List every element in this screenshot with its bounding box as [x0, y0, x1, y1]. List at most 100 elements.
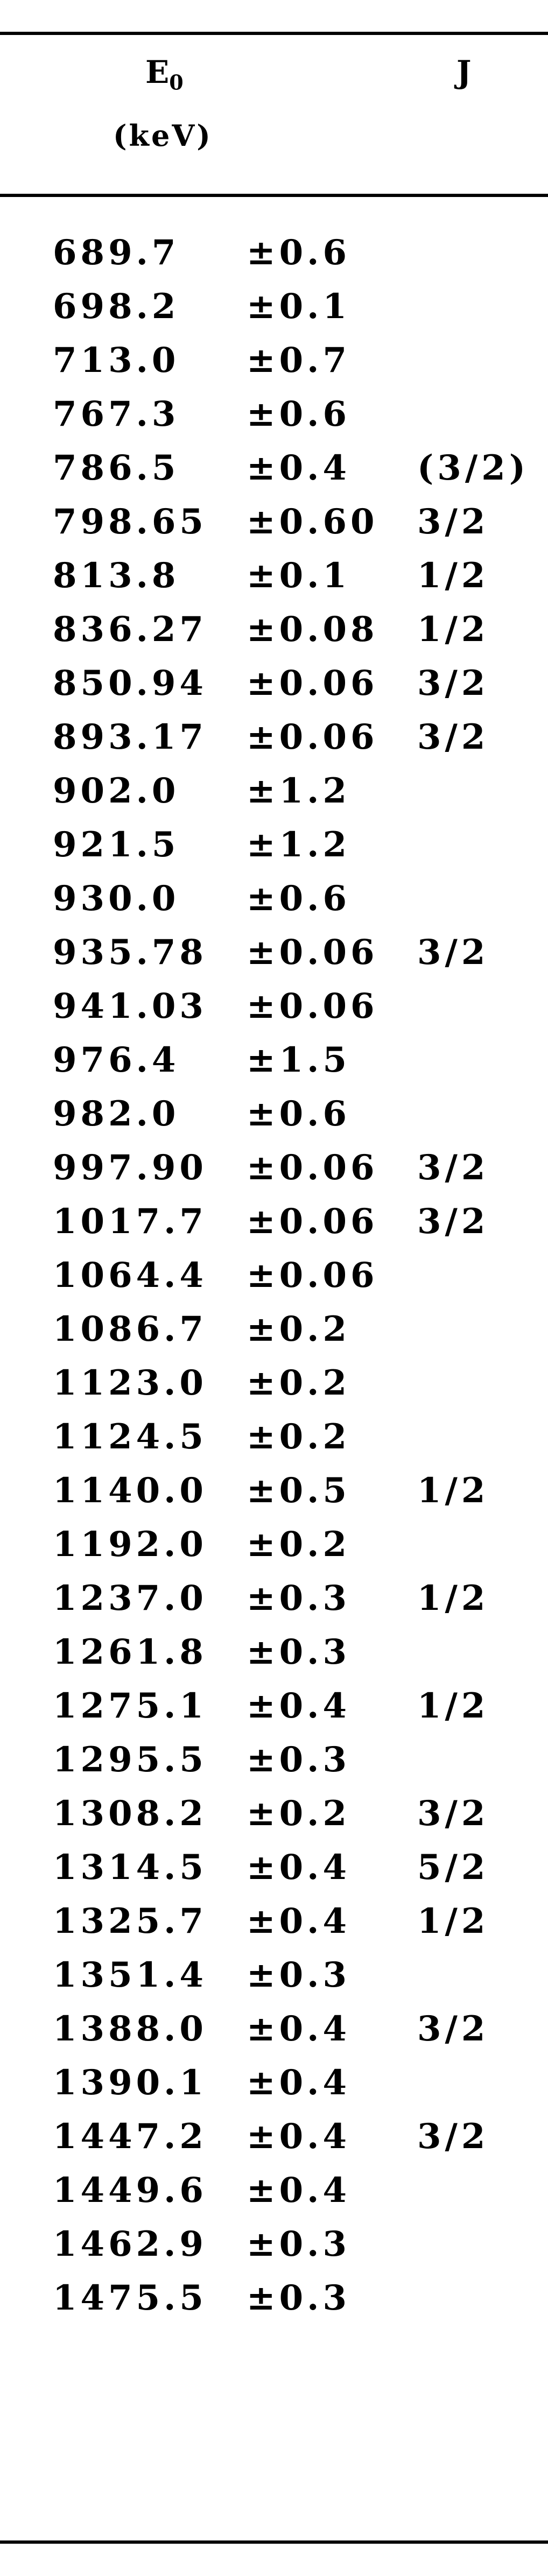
table-row: 1124.5 ±0.2: [0, 1410, 548, 1464]
energy-cell: 1017.7: [53, 1201, 207, 1242]
spin-column-header: J: [456, 54, 472, 90]
table-row: 1295.5 ±0.3: [0, 1733, 548, 1787]
table-row: 1388.0 ±0.4 3/2: [0, 2002, 548, 2056]
spin-cell: 3/2: [417, 1148, 489, 1188]
spin-cell: 1/2: [417, 1578, 489, 1618]
spin-cell: 1/2: [417, 1686, 489, 1726]
energy-cell: 798.65: [53, 502, 207, 542]
table-row: 935.78 ±0.06 3/2: [0, 926, 548, 980]
spin-cell: 3/2: [417, 1793, 489, 1834]
spin-cell: (3/2): [417, 448, 529, 488]
uncertainty-cell: ±0.4: [247, 1686, 350, 1726]
energy-cell: 1308.2: [53, 1793, 207, 1834]
uncertainty-cell: ±0.06: [247, 1201, 378, 1242]
table-row: 893.17 ±0.06 3/2: [0, 710, 548, 764]
uncertainty-cell: ±1.2: [247, 825, 350, 865]
uncertainty-cell: ±1.5: [247, 1040, 350, 1080]
table-row: 798.65 ±0.60 3/2: [0, 495, 548, 549]
uncertainty-cell: ±0.06: [247, 663, 378, 703]
spin-cell: 3/2: [417, 2116, 489, 2157]
table-row: 941.03 ±0.06: [0, 980, 548, 1033]
uncertainty-cell: ±0.5: [247, 1470, 350, 1511]
uncertainty-cell: ±0.6: [247, 878, 350, 919]
energy-cell: 982.0: [53, 1094, 180, 1134]
spin-cell: 3/2: [417, 502, 489, 542]
uncertainty-cell: ±0.6: [247, 394, 350, 434]
energy-cell: 997.90: [53, 1148, 207, 1188]
table-row: 1275.1 ±0.4 1/2: [0, 1679, 548, 1733]
energy-cell: 1275.1: [53, 1686, 207, 1726]
energy-symbol: E: [145, 54, 170, 90]
energy-cell: 1140.0: [53, 1470, 207, 1511]
energy-cell: 813.8: [53, 555, 180, 596]
spin-cell: 3/2: [417, 663, 489, 703]
table-row: 1325.7 ±0.4 1/2: [0, 1895, 548, 1948]
energy-cell: 941.03: [53, 986, 207, 1026]
energy-cell: 1124.5: [53, 1417, 207, 1457]
uncertainty-cell: ±0.7: [247, 340, 350, 381]
table-row: 982.0 ±0.6: [0, 1087, 548, 1141]
table-row: 786.5 ±0.4 (3/2): [0, 441, 548, 495]
table-row: 850.94 ±0.06 3/2: [0, 657, 548, 710]
energy-cell: 1086.7: [53, 1309, 207, 1349]
energy-cell: 921.5: [53, 825, 180, 865]
energy-cell: 1295.5: [53, 1740, 207, 1780]
table-row: 1261.8 ±0.3: [0, 1625, 548, 1679]
uncertainty-cell: ±0.4: [247, 2170, 350, 2211]
table-row: 1447.2 ±0.4 3/2: [0, 2110, 548, 2164]
uncertainty-cell: ±0.2: [247, 1417, 350, 1457]
table-row: 1308.2 ±0.2 3/2: [0, 1787, 548, 1841]
uncertainty-cell: ±0.4: [247, 2009, 350, 2049]
table-row: 1314.5 ±0.4 5/2: [0, 1841, 548, 1895]
energy-cell: 767.3: [53, 394, 180, 434]
energy-cell: 1314.5: [53, 1847, 207, 1888]
table-row: 1449.6 ±0.4: [0, 2164, 548, 2218]
uncertainty-cell: ±0.6: [247, 233, 350, 273]
table-row: 1140.0 ±0.5 1/2: [0, 1464, 548, 1518]
energy-cell: 976.4: [53, 1040, 180, 1080]
energy-cell: 689.7: [53, 233, 180, 273]
spin-cell: 1/2: [417, 609, 489, 650]
energy-cell: 1447.2: [53, 2116, 207, 2157]
table-row: 698.2 ±0.1: [0, 280, 548, 334]
energy-cell: 713.0: [53, 340, 180, 381]
energy-cell: 935.78: [53, 932, 207, 973]
table-row: 930.0 ±0.6: [0, 872, 548, 926]
energy-unit-label: (keV): [113, 118, 213, 153]
table-row: 1123.0 ±0.2: [0, 1356, 548, 1410]
table-bottom-rule: [0, 2540, 548, 2544]
energy-cell: 893.17: [53, 717, 207, 757]
table-row: 1390.1 ±0.4: [0, 2056, 548, 2110]
table-row: 689.7 ±0.6: [0, 226, 548, 280]
table-body: 689.7 ±0.6 698.2 ±0.1 713.0 ±0.7 767.3 ±0.6 786.…: [0, 226, 548, 2325]
table-row: 713.0 ±0.7: [0, 334, 548, 388]
energy-cell: 1192.0: [53, 1524, 207, 1565]
uncertainty-cell: ±0.3: [247, 1955, 350, 1995]
uncertainty-cell: ±0.3: [247, 1578, 350, 1618]
energy-subscript: 0: [169, 70, 184, 95]
uncertainty-cell: ±0.3: [247, 1632, 350, 1672]
table-row: 1475.5 ±0.3: [0, 2271, 548, 2325]
table-row: 976.4 ±1.5: [0, 1033, 548, 1087]
table-row: 1192.0 ±0.2: [0, 1518, 548, 1572]
table-row: 1237.0 ±0.3 1/2: [0, 1572, 548, 1625]
spin-cell: 1/2: [417, 1901, 489, 1941]
table-row: 767.3 ±0.6: [0, 388, 548, 441]
energy-cell: 1261.8: [53, 1632, 207, 1672]
energy-column-header: E0: [145, 54, 184, 95]
uncertainty-cell: ±0.06: [247, 986, 378, 1026]
uncertainty-cell: ±0.4: [247, 1901, 350, 1941]
spin-cell: 3/2: [417, 1201, 489, 1242]
table-header: E0 (keV) J: [0, 38, 548, 194]
table-row: 1462.9 ±0.3: [0, 2218, 548, 2271]
spin-cell: 3/2: [417, 717, 489, 757]
energy-cell: 786.5: [53, 448, 180, 488]
uncertainty-cell: ±0.06: [247, 1255, 378, 1296]
energy-cell: 850.94: [53, 663, 207, 703]
energy-cell: 836.27: [53, 609, 207, 650]
uncertainty-cell: ±0.2: [247, 1793, 350, 1834]
energy-cell: 1064.4: [53, 1255, 207, 1296]
uncertainty-cell: ±0.3: [247, 2224, 350, 2264]
energy-cell: 1462.9: [53, 2224, 207, 2264]
uncertainty-cell: ±0.06: [247, 1148, 378, 1188]
